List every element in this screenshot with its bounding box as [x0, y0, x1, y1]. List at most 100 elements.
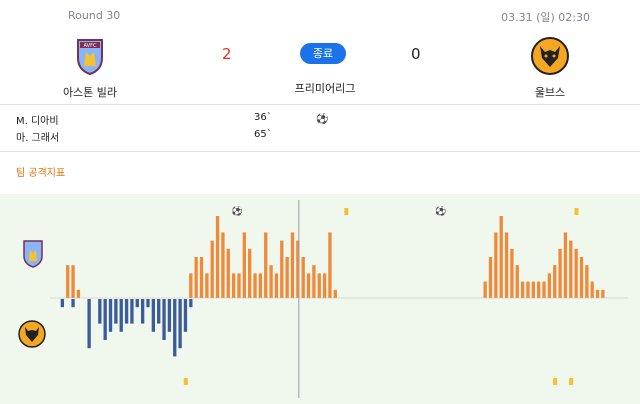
home-pressure-bar	[280, 240, 284, 298]
home-pressure-bar	[499, 216, 503, 298]
home-pressure-bar	[483, 281, 487, 298]
home-pressure-bar	[194, 257, 198, 298]
home-pressure-bar	[221, 232, 225, 298]
goal-marker-icon: ⚽	[231, 205, 243, 217]
yellow-card-icon	[569, 378, 574, 385]
away-team-name: 울브스	[534, 86, 566, 99]
soccer-ball-icon: ⚽	[316, 114, 329, 125]
match-status-badge: 종료	[300, 43, 346, 64]
home-pressure-bar	[253, 273, 257, 298]
home-pressure-bar	[76, 289, 81, 298]
yellow-card-icon	[183, 378, 188, 385]
home-pressure-bar	[504, 232, 509, 298]
home-pressure-bar	[205, 273, 209, 298]
wolves-crest-icon	[530, 36, 570, 76]
away-pressure-bar	[135, 299, 139, 308]
home-pressure-bar	[488, 257, 493, 298]
home-pressure-bar	[601, 289, 605, 298]
home-pressure-bar	[264, 232, 268, 298]
away-score: 0	[411, 45, 421, 63]
round-label: Round 30	[68, 9, 121, 22]
match-datetime: 03.31 (일) 02:30	[501, 11, 590, 24]
home-pressure-bar	[269, 265, 273, 298]
home-pressure-bar	[274, 273, 279, 298]
home-pressure-bar	[574, 248, 578, 298]
home-pressure-bar	[301, 257, 305, 298]
scorers-list: M. 디아비 36` ⚽ 마. 그래서 65`	[0, 105, 640, 152]
home-pressure-bar	[242, 232, 246, 298]
scorer-minute: 65`	[254, 129, 272, 140]
away-pressure-bar	[71, 299, 75, 308]
scorer-name: 마. 그래서	[16, 133, 60, 144]
home-pressure-bar	[328, 232, 332, 298]
home-pressure-bar	[563, 232, 568, 298]
home-pressure-bar	[520, 281, 525, 298]
home-pressure-bar	[515, 265, 519, 298]
away-pressure-bar	[167, 299, 172, 332]
scorer-name: M. 디아비	[16, 116, 59, 127]
home-pressure-bar	[258, 273, 263, 298]
svg-text:AVFC: AVFC	[84, 43, 97, 49]
home-team-name: 아스톤 빌라	[62, 86, 118, 99]
away-pressure-bar	[178, 299, 182, 349]
home-pressure-bar	[542, 281, 546, 298]
yellow-card-icon	[553, 378, 558, 385]
home-pressure-bar	[237, 273, 241, 298]
home-pressure-bar	[333, 289, 337, 298]
away-pressure-bar	[140, 299, 145, 324]
home-pressure-bar	[66, 265, 70, 298]
home-pressure-bar	[537, 281, 541, 298]
home-pressure-bar	[553, 265, 557, 298]
home-pressure-bar	[317, 273, 321, 298]
away-pressure-bar	[60, 299, 65, 308]
away-pressure-bar	[162, 299, 166, 340]
home-pressure-bar	[526, 281, 530, 298]
home-score: 2	[222, 45, 232, 63]
away-pressure-bar	[130, 299, 134, 324]
home-pressure-bar	[322, 273, 327, 298]
home-pressure-bar	[494, 232, 498, 298]
home-team[interactable]: AVFC 아스톤 빌라	[30, 36, 150, 100]
momentum-plot: ⚽ ⚽	[50, 200, 628, 398]
home-pressure-bar	[226, 248, 230, 298]
away-pressure-bar	[151, 299, 156, 332]
home-pressure-bar	[547, 273, 552, 298]
away-pressure-bar	[108, 299, 113, 332]
home-pressure-bar	[215, 216, 220, 298]
home-pressure-bar	[312, 265, 316, 298]
wolves-crest-icon	[18, 320, 46, 348]
home-pressure-bar	[585, 265, 589, 298]
away-pressure-bar	[114, 299, 118, 324]
home-pressure-bar	[199, 257, 204, 298]
away-pressure-bar	[98, 299, 102, 324]
away-pressure-bar	[119, 299, 123, 332]
away-pressure-bar	[146, 299, 150, 308]
home-pressure-bar	[569, 240, 573, 298]
away-pressure-bar	[87, 299, 91, 349]
home-pressure-bar	[189, 273, 193, 298]
home-pressure-bar	[558, 248, 562, 298]
away-pressure-bar	[173, 299, 177, 357]
stat-section-title[interactable]: 팀 공격지표	[16, 168, 66, 179]
home-pressure-bar	[579, 257, 584, 298]
aston-villa-crest-icon	[23, 240, 43, 268]
away-pressure-bar	[124, 299, 129, 324]
away-team[interactable]: 울브스	[490, 36, 610, 100]
away-pressure-bar	[103, 299, 107, 340]
home-pressure-bar	[248, 248, 252, 298]
league-name[interactable]: 프리미어리그	[294, 82, 356, 95]
home-pressure-bar	[531, 281, 535, 298]
away-pressure-bar	[157, 299, 161, 324]
home-pressure-bar	[290, 232, 295, 298]
match-header: Round 30 03.31 (일) 02:30 AVFC 아스톤 빌라 2 종…	[0, 0, 640, 105]
away-pressure-bar	[189, 299, 193, 308]
away-pressure-bar	[183, 299, 188, 332]
goal-marker-icon: ⚽	[434, 205, 446, 217]
yellow-card-icon	[344, 208, 349, 215]
home-pressure-bar	[296, 240, 300, 298]
home-pressure-bar	[285, 257, 289, 298]
home-pressure-bar	[210, 240, 214, 298]
scorer-minute: 36`	[254, 112, 272, 123]
home-pressure-bar	[590, 281, 594, 298]
home-pressure-bar	[71, 265, 75, 298]
